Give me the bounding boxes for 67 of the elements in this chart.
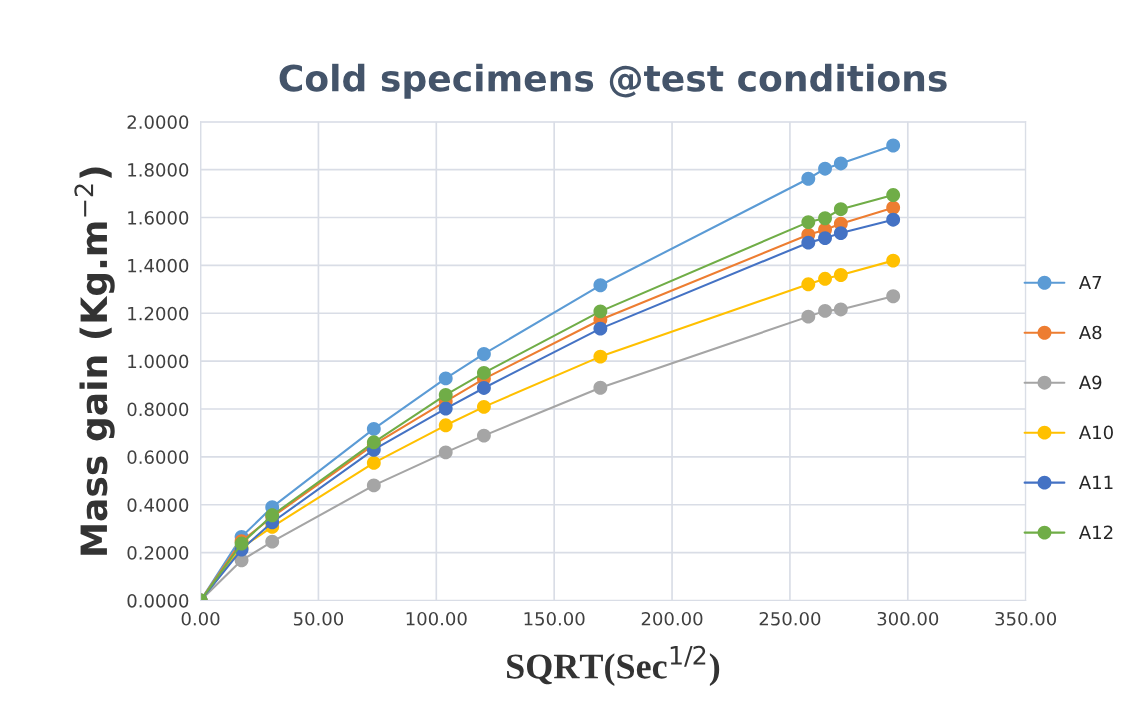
legend-label: A9 (1078, 375, 1102, 390)
point (366, 478, 381, 493)
x-tick-label: 0.00 (181, 611, 220, 626)
point (801, 171, 816, 186)
point (886, 289, 901, 304)
y-tick-label: 1.0000 (128, 354, 189, 369)
y-tick-label: 1.6000 (128, 211, 189, 225)
y-tick-label: 2.0000 (127, 115, 189, 129)
point (476, 381, 491, 395)
point (593, 321, 608, 336)
point (801, 277, 816, 292)
legend-label: A7 (1078, 275, 1102, 290)
point (833, 202, 848, 217)
point (593, 380, 608, 395)
point (833, 156, 848, 171)
y-tick-label: 1.4000 (128, 258, 189, 273)
point (818, 231, 832, 246)
y-axis-title: Mass gain (Kg.m$^{−2}$) (74, 167, 115, 555)
x-axis-title: SQRT(Sec$^{1/2}$) (507, 645, 720, 687)
x-tick-label: 250.00 (759, 611, 821, 626)
point (265, 534, 280, 549)
point (438, 371, 453, 386)
point (833, 226, 848, 241)
y-tick-label: 0.0000 (127, 593, 189, 608)
point (818, 303, 832, 318)
y-tick-label: 0.4000 (127, 498, 189, 512)
point (818, 211, 832, 226)
point (886, 138, 901, 153)
point (366, 421, 381, 436)
point (833, 302, 848, 317)
x-tick-label: 100.00 (406, 611, 467, 626)
point (818, 161, 832, 176)
x-tick-label: 150.00 (524, 611, 585, 626)
point (886, 253, 901, 268)
y-tick-label: 1.2000 (128, 306, 189, 321)
point (593, 349, 608, 364)
y-tick-label: 0.8000 (127, 402, 189, 417)
legend-label: A10 (1078, 425, 1113, 440)
legend-label: A11 (1078, 475, 1113, 489)
y-tick-label: 0.6000 (127, 450, 189, 465)
x-tick-label: 50.00 (293, 611, 344, 626)
point (438, 401, 453, 416)
point (833, 268, 848, 282)
point (818, 271, 832, 286)
point (593, 278, 608, 293)
point (476, 347, 491, 361)
point (438, 445, 453, 460)
point (593, 304, 608, 319)
point (801, 309, 816, 324)
point (438, 387, 453, 402)
x-tick-label: 300.00 (877, 611, 939, 626)
y-tick-label: 0.2000 (127, 546, 189, 560)
legend-label: A8 (1078, 325, 1102, 340)
point (476, 365, 491, 380)
point (366, 455, 381, 470)
point (886, 212, 901, 227)
point (801, 235, 816, 250)
chart-title: Cold specimens @test conditions (279, 63, 947, 99)
point (886, 188, 901, 202)
point (476, 428, 491, 443)
x-tick-label: 350.00 (995, 611, 1057, 626)
point (801, 215, 816, 230)
point (438, 418, 453, 433)
point (476, 399, 491, 414)
y-tick-label: 1.8000 (128, 163, 189, 177)
legend-label: A12 (1078, 525, 1113, 539)
x-tick-label: 200.00 (641, 611, 703, 626)
